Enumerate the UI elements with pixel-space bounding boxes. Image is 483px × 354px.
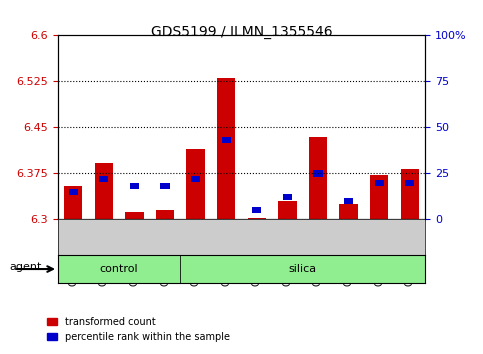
Legend: transformed count, percentile rank within the sample: transformed count, percentile rank withi… bbox=[43, 313, 234, 346]
Bar bbox=[160, 183, 170, 189]
Bar bbox=[222, 137, 231, 143]
Bar bbox=[340, 204, 358, 219]
Text: agent: agent bbox=[10, 262, 42, 272]
Bar bbox=[283, 194, 292, 200]
Bar bbox=[69, 189, 78, 195]
Bar bbox=[95, 163, 113, 219]
Bar bbox=[191, 176, 200, 182]
Text: control: control bbox=[100, 264, 139, 274]
Bar bbox=[99, 176, 109, 182]
Bar bbox=[156, 210, 174, 219]
FancyBboxPatch shape bbox=[180, 255, 425, 283]
Bar bbox=[278, 201, 297, 219]
Bar bbox=[405, 179, 414, 186]
Bar bbox=[130, 183, 139, 189]
Bar bbox=[400, 169, 419, 219]
Bar bbox=[252, 207, 261, 213]
Bar bbox=[64, 186, 83, 219]
Bar bbox=[125, 212, 143, 219]
Bar bbox=[313, 170, 323, 177]
Text: silica: silica bbox=[289, 264, 317, 274]
Bar bbox=[186, 149, 205, 219]
Text: GDS5199 / ILMN_1355546: GDS5199 / ILMN_1355546 bbox=[151, 25, 332, 39]
Bar bbox=[344, 198, 353, 204]
Bar bbox=[375, 179, 384, 186]
Bar bbox=[217, 78, 235, 219]
Bar bbox=[370, 175, 388, 219]
Bar bbox=[309, 137, 327, 219]
FancyBboxPatch shape bbox=[58, 255, 180, 283]
Bar bbox=[248, 218, 266, 219]
